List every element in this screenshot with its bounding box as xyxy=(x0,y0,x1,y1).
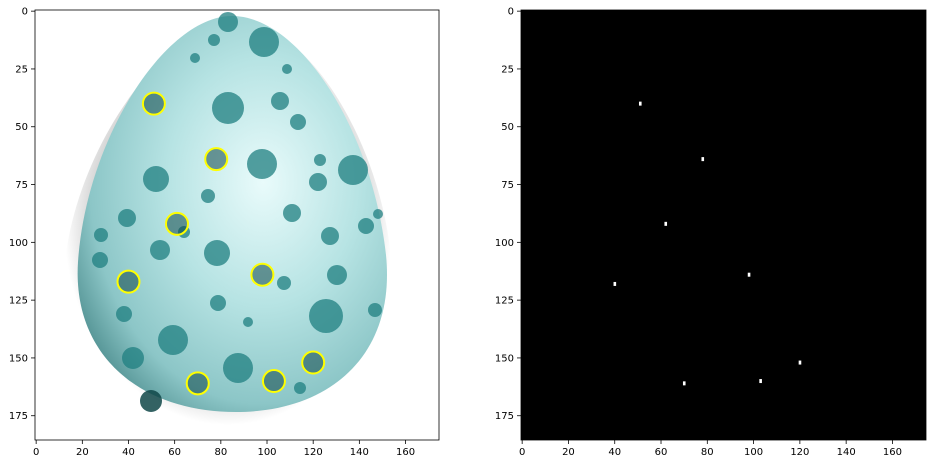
left-axes-frame xyxy=(34,9,440,441)
left-y-tick-label: 175 xyxy=(9,411,28,422)
egg-image xyxy=(35,10,439,440)
left-x-tick-label: 0 xyxy=(33,447,39,458)
right-y-tick-label: 150 xyxy=(495,353,514,364)
mask-point xyxy=(701,157,705,162)
mask-background xyxy=(521,10,926,440)
mask-point xyxy=(747,272,751,277)
left-y-tick-label: 50 xyxy=(15,122,28,133)
spot-fill xyxy=(165,212,188,235)
detected-circle xyxy=(185,371,210,396)
right-x-tick-label: 120 xyxy=(790,447,809,458)
right-y-tick-label: 0 xyxy=(508,7,514,18)
right-x-tick-label: 80 xyxy=(701,447,714,458)
spot-fill xyxy=(251,263,274,286)
mask-point xyxy=(759,379,762,384)
detected-circle xyxy=(301,350,326,375)
right-x-ticks: 0 20 40 60 80 100 120 140 160 xyxy=(519,440,902,458)
left-x-tick-label: 20 xyxy=(76,447,89,458)
right-y-tick-label: 100 xyxy=(495,238,514,249)
egg-spots xyxy=(92,12,383,394)
left-y-tick-label: 25 xyxy=(15,64,28,75)
left-x-tick-label: 100 xyxy=(257,447,276,458)
right-axes-frame xyxy=(520,9,927,441)
mask-point xyxy=(682,381,686,386)
left-axes: 0 20 40 60 80 100 120 140 160 0 25 50 75 100 125 150 17… xyxy=(9,7,440,458)
dark-spot xyxy=(140,390,162,412)
right-x-tick-label: 20 xyxy=(562,447,575,458)
right-y-tick-label: 175 xyxy=(495,411,514,422)
detected-circle xyxy=(204,147,229,172)
right-axes: 0 20 40 60 80 100 120 140 160 0 25 50 75 100 125 150 17… xyxy=(495,7,927,458)
detected-circle xyxy=(141,91,166,116)
left-y-tick-label: 75 xyxy=(15,180,28,191)
mask-point xyxy=(638,101,642,106)
right-x-tick-label: 0 xyxy=(519,447,525,458)
right-y-tick-label: 125 xyxy=(495,296,514,307)
right-y-tick-label: 50 xyxy=(501,122,514,133)
right-y-tick-label: 75 xyxy=(501,180,514,191)
spot-fill xyxy=(262,370,285,393)
right-x-tick-label: 100 xyxy=(744,447,763,458)
spot-fill xyxy=(302,351,325,374)
left-x-tick-label: 140 xyxy=(350,447,369,458)
left-x-tick-label: 40 xyxy=(122,447,135,458)
left-x-ticks: 0 20 40 60 80 100 120 140 160 xyxy=(33,440,415,458)
spot-fill xyxy=(142,92,165,115)
detected-circle xyxy=(164,211,189,236)
left-y-tick-label: 150 xyxy=(9,353,28,364)
left-y-tick-label: 0 xyxy=(22,7,28,18)
mask-point xyxy=(798,360,802,365)
left-y-tick-label: 125 xyxy=(9,296,28,307)
left-x-tick-label: 120 xyxy=(304,447,323,458)
detected-circle xyxy=(250,262,275,287)
mask-image xyxy=(521,10,926,440)
left-x-tick-label: 80 xyxy=(214,447,227,458)
right-x-tick-label: 140 xyxy=(837,447,856,458)
right-x-tick-label: 160 xyxy=(883,447,902,458)
mask-points xyxy=(613,101,802,386)
right-x-tick-label: 60 xyxy=(655,447,668,458)
detected-circle xyxy=(261,369,286,394)
detected-circle xyxy=(116,269,141,294)
spot-fill xyxy=(117,270,140,293)
detected-circles xyxy=(116,91,326,396)
spot-fill xyxy=(186,372,209,395)
left-y-tick-label: 100 xyxy=(9,238,28,249)
mask-point xyxy=(613,281,617,286)
left-x-tick-label: 160 xyxy=(396,447,415,458)
left-x-tick-label: 60 xyxy=(168,447,181,458)
right-x-tick-label: 40 xyxy=(608,447,621,458)
spot-fill xyxy=(205,148,228,171)
right-y-ticks: 0 25 50 75 100 125 150 175 xyxy=(495,7,521,422)
mask-point xyxy=(664,221,668,226)
left-y-ticks: 0 25 50 75 100 125 150 175 xyxy=(9,7,35,422)
right-y-tick-label: 25 xyxy=(501,64,514,75)
